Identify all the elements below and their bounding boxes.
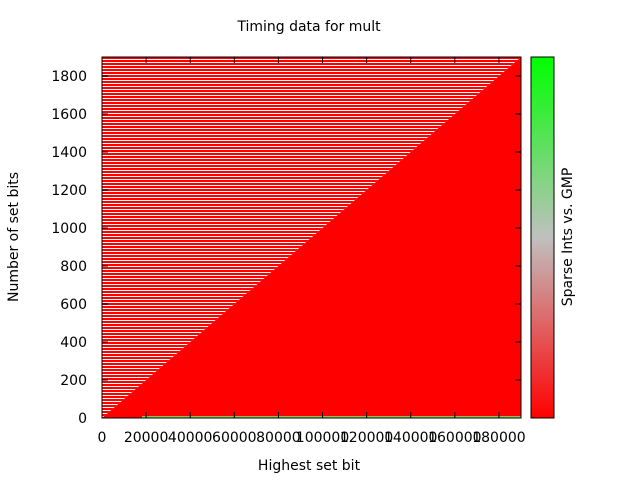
plot-area bbox=[102, 57, 521, 418]
y-tick-label: 0 bbox=[78, 411, 87, 427]
x-tick-label: 80000 bbox=[256, 430, 301, 446]
x-axis-label: Highest set bit bbox=[258, 458, 361, 474]
x-tick-label: 140000 bbox=[384, 430, 437, 446]
y-tick-label: 800 bbox=[60, 259, 87, 275]
y-axis-label: Number of set bits bbox=[6, 172, 22, 302]
colorbar bbox=[530, 56, 555, 419]
plot-border bbox=[101, 56, 522, 419]
x-tick-label: 40000 bbox=[168, 430, 213, 446]
y-tick-label: 400 bbox=[60, 335, 87, 351]
x-tick-label: 20000 bbox=[124, 430, 169, 446]
filled-region bbox=[102, 57, 521, 418]
x-tick-label: 0 bbox=[98, 430, 107, 446]
colorbar-gradient bbox=[530, 56, 555, 419]
y-tick-label: 1600 bbox=[51, 107, 87, 123]
y-tick-label: 200 bbox=[60, 373, 87, 389]
y-tick-label: 1200 bbox=[51, 183, 87, 199]
y-tick-label: 1400 bbox=[51, 145, 87, 161]
y-tick-label: 1000 bbox=[51, 221, 87, 237]
x-tick-label: 120000 bbox=[340, 430, 393, 446]
colorbar-label: Sparse Ints vs. GMP bbox=[560, 168, 576, 307]
x-tick-label: 180000 bbox=[472, 430, 525, 446]
axes: 0 200 400 600 800 1000 1200 1400 1600 1800 0 20000 4… bbox=[51, 56, 526, 446]
x-tick-label: 100000 bbox=[296, 430, 349, 446]
x-tick-label: 60000 bbox=[212, 430, 257, 446]
y-tick-label: 600 bbox=[60, 297, 87, 313]
y-tick-label: 1800 bbox=[51, 69, 87, 85]
chart-title: Timing data for mult bbox=[236, 19, 381, 35]
x-tick-label: 160000 bbox=[428, 430, 481, 446]
